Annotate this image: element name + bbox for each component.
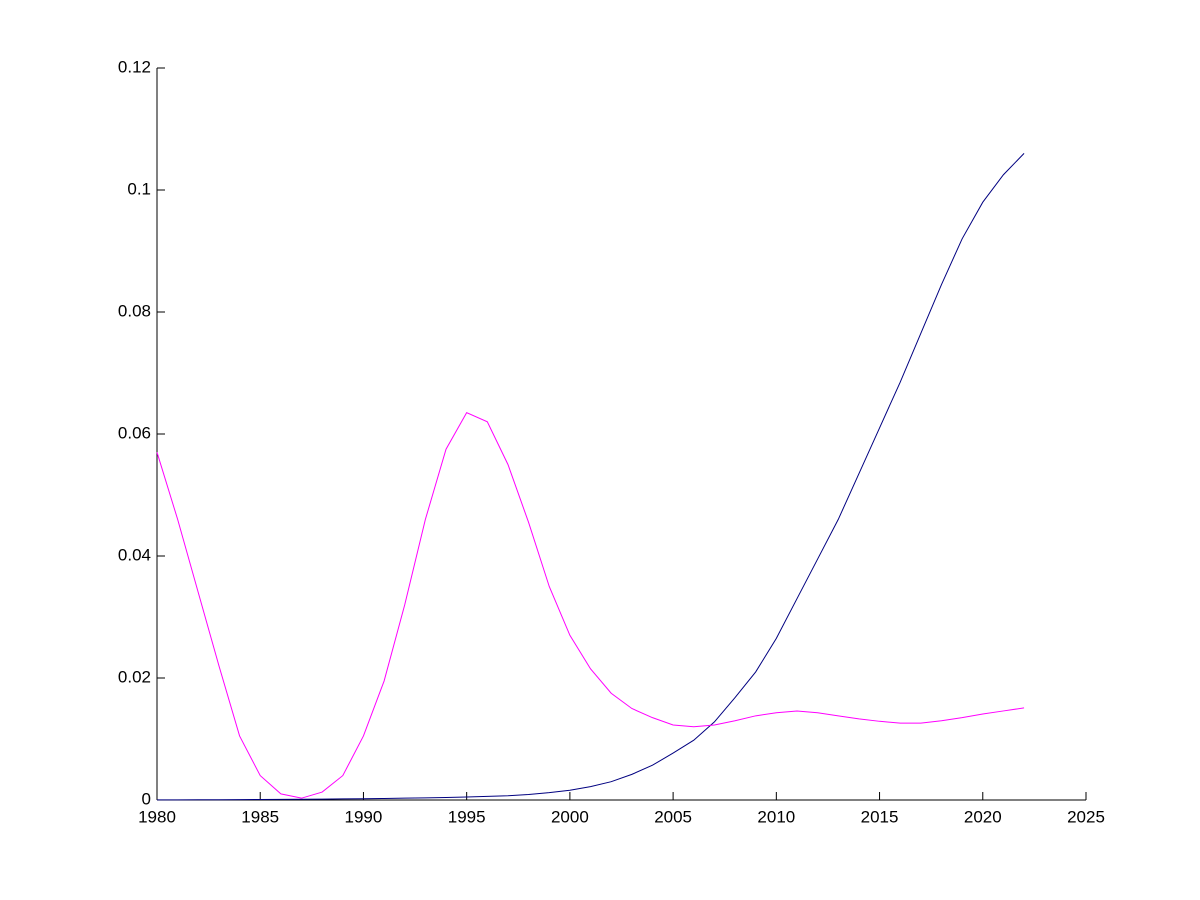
y-tick-label: 0.02	[118, 667, 151, 686]
data-line	[156, 412, 1025, 799]
x-tick-label: 1985	[241, 807, 279, 826]
y-tick-label: 0	[142, 789, 151, 808]
x-tick-label: 2005	[654, 807, 692, 826]
x-tick-label: 2020	[964, 807, 1002, 826]
y-tick-label: 0.1	[127, 179, 151, 198]
x-tick-label: 1995	[448, 807, 486, 826]
y-tick-label: 0.04	[118, 545, 151, 564]
y-tick-label: 0.06	[118, 423, 151, 442]
x-tick-label: 1990	[345, 807, 383, 826]
x-tick-label: 2025	[1067, 807, 1105, 826]
x-tick-label: 1980	[138, 807, 176, 826]
data-line	[156, 153, 1025, 801]
y-tick-label: 0.12	[118, 57, 151, 76]
x-tick-label: 2000	[551, 807, 589, 826]
y-tick-label: 0.08	[118, 301, 151, 320]
x-tick-label: 2010	[757, 807, 795, 826]
x-tick-label: 2015	[861, 807, 899, 826]
